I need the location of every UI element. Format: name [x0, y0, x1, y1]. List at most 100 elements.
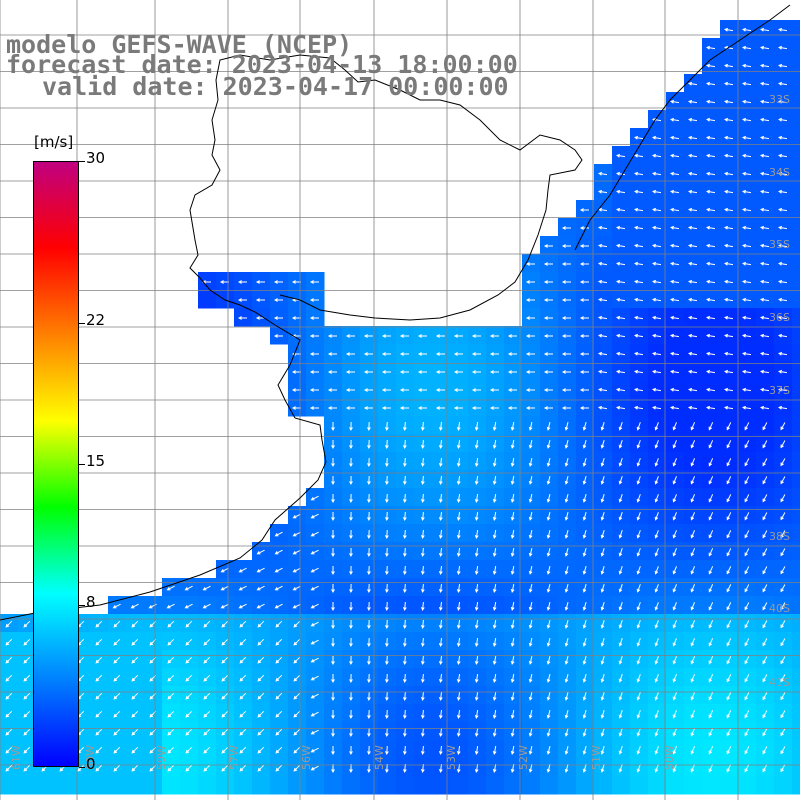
wind-arrow [634, 315, 644, 320]
wind-arrow [708, 476, 714, 485]
wind-arrow [778, 297, 788, 302]
wind-speed-cell [540, 326, 559, 345]
wind-arrow [652, 153, 662, 158]
wind-arrow [528, 565, 533, 575]
wind-arrow [293, 692, 301, 700]
wind-speed-cell [684, 164, 703, 183]
wind-arrow [672, 656, 677, 665]
wind-arrow [293, 638, 301, 646]
wind-arrow [274, 585, 283, 591]
wind-arrow [726, 548, 732, 557]
wind-arrow [474, 511, 479, 521]
wind-arrow [293, 746, 301, 754]
wind-arrow [598, 243, 608, 248]
wind-arrow [706, 153, 716, 158]
wind-arrow [202, 603, 211, 609]
wind-arrow [762, 458, 768, 467]
wind-arrow [582, 674, 587, 683]
wind-speed-cell [666, 110, 685, 129]
colorbar-tick-label: 15 [86, 452, 106, 470]
wind-arrow [564, 494, 569, 503]
wind-speed-cell [306, 344, 325, 363]
wind-arrow [130, 603, 139, 609]
wind-arrow [670, 171, 680, 176]
latitude-labels: 33S 34S 35S 36S 37S 38S 40S 41S [769, 93, 790, 689]
wind-speed-cell [774, 92, 793, 111]
wind-arrow [385, 619, 389, 630]
wind-speed-cell [432, 380, 451, 399]
wind-arrow [780, 638, 786, 647]
wind-speed-cell [306, 632, 325, 651]
wind-arrow [203, 764, 211, 772]
wind-speed-cell [414, 776, 433, 795]
wind-speed-cell [648, 326, 667, 345]
wind-arrow [367, 439, 371, 450]
wind-arrow [438, 673, 443, 684]
wind-arrow [600, 728, 605, 737]
wind-arrow [706, 297, 716, 302]
wind-speed-cell [720, 290, 739, 309]
wind-arrow [726, 746, 732, 755]
wind-arrow [778, 225, 788, 230]
wind-arrow [310, 495, 319, 501]
wind-arrow [778, 387, 788, 392]
wind-arrow [600, 764, 605, 773]
wind-arrow [564, 422, 569, 431]
wind-speed-cell [288, 308, 307, 327]
wind-arrow [309, 352, 319, 356]
wind-arrow [708, 746, 714, 755]
wind-arrow [507, 406, 517, 410]
wind-arrow [780, 674, 786, 683]
wind-arrow [670, 297, 680, 302]
wind-arrow [420, 547, 425, 558]
wind-arrow [688, 315, 698, 320]
wind-arrow [618, 674, 623, 683]
wind-arrow [654, 746, 659, 755]
wind-arrow [349, 511, 353, 522]
wind-speed-cell [720, 254, 739, 273]
wind-arrow [634, 189, 644, 194]
wind-speed-cell [594, 290, 613, 309]
wind-arrow [331, 547, 335, 558]
wind-arrow [652, 225, 662, 230]
wind-arrow [672, 764, 677, 773]
wind-speed-cell [288, 398, 307, 417]
wind-speed-cell [774, 20, 793, 39]
wind-arrow [579, 298, 589, 302]
wind-arrow [327, 406, 337, 410]
wind-speed-cell [738, 110, 757, 129]
wind-arrow [618, 458, 623, 467]
wind-arrow [636, 584, 641, 593]
wind-arrow [167, 692, 175, 700]
wind-arrow [726, 476, 732, 485]
wind-speed-cell [792, 110, 800, 129]
wind-speed-cell [540, 362, 559, 381]
wind-speed-cell [396, 380, 415, 399]
wind-arrow [185, 620, 193, 628]
wind-arrow [724, 315, 734, 320]
wind-arrow [579, 262, 589, 266]
wind-speed-cell [540, 236, 559, 255]
wind-arrow [220, 567, 229, 573]
wind-arrow [292, 549, 301, 555]
wind-speed-cell [540, 776, 559, 795]
wind-arrow [546, 763, 551, 773]
wind-arrow [744, 440, 750, 449]
wind-arrow [762, 674, 768, 683]
wind-arrow [203, 692, 211, 700]
wind-speed-cell [756, 344, 775, 363]
wind-speed-cell [378, 776, 397, 795]
wind-speed-cell [288, 326, 307, 345]
wind-arrow [690, 548, 696, 557]
wind-arrow [331, 727, 335, 738]
wind-speed-cell [684, 308, 703, 327]
wind-arrow [688, 207, 698, 212]
wind-arrow [257, 656, 265, 664]
wind-arrow [708, 440, 714, 449]
wind-speed-cell [792, 92, 800, 111]
wind-speed-cell [684, 110, 703, 129]
wind-speed-cell [630, 218, 649, 237]
wind-arrow [618, 440, 623, 449]
wind-arrow [399, 352, 409, 356]
